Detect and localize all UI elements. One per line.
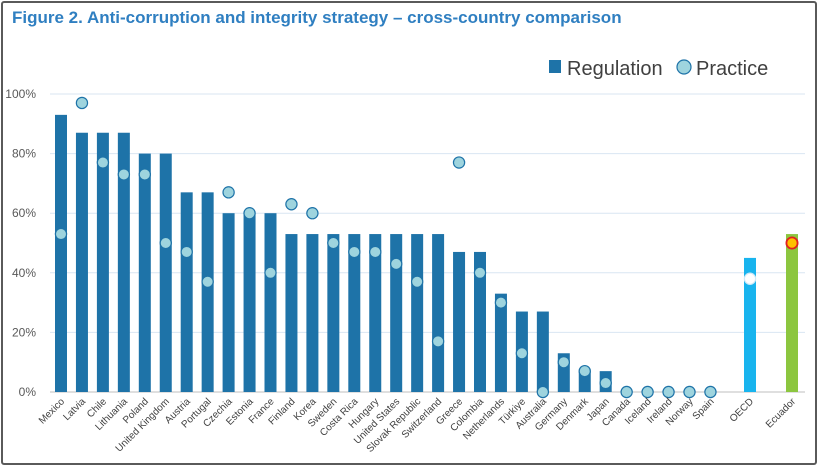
bar-regulation [494,293,507,392]
dot-practice [348,245,361,259]
bar-regulation [369,234,382,392]
dot-practice [96,156,110,169]
bar-regulation [432,234,445,392]
y-tick-label: 20% [12,325,36,339]
y-tick-label: 0% [19,385,37,399]
practice-dots [54,96,799,399]
x-tick-label: OECD [728,396,756,424]
dot-practice [222,186,235,199]
dot-practice [557,356,571,369]
legend-regulation-label: Regulation [567,58,663,80]
bar-regulation [453,251,466,392]
bar-regulation [75,132,88,393]
dot-practice [683,385,696,399]
x-tick-label: Spain [691,396,717,422]
y-axis: 0% 20% 40% 60% 80% 100% [5,87,36,399]
dot-practice [431,335,445,348]
dot-practice [473,266,487,279]
dot-practice [743,272,757,285]
x-tick-label: Ecuador [764,396,799,431]
dot-practice [264,266,277,279]
dot-practice [138,168,151,181]
dot-practice [369,245,382,259]
legend-practice-label: Practice [696,58,768,80]
gridlines [50,93,805,393]
dot-practice [536,385,550,399]
dot-practice [704,385,717,399]
x-tick-label: Mexico [37,396,67,426]
bar-regulation [474,251,486,392]
dot-practice [620,385,633,399]
dot-practice [410,275,424,288]
bar-regulation [243,213,256,392]
dot-practice [390,257,403,271]
y-tick-label: 60% [12,206,36,220]
bar-regulation [744,257,756,392]
bar-regulation [222,213,235,392]
dot-practice [641,385,654,399]
x-tick-label: Latvia [61,396,88,423]
dot-practice [180,245,193,259]
y-tick-label: 80% [12,147,36,161]
bar-regulation [285,234,298,392]
bar-regulation [55,114,67,393]
legend-regulation-swatch [549,60,561,73]
bar-regulation [180,192,193,392]
bar-regulation [201,192,214,392]
bar-regulation [411,234,424,392]
dot-practice [54,227,68,241]
dot-practice [285,198,298,211]
dot-practice [578,364,591,378]
dot-practice [159,236,172,250]
dot-practice [785,236,799,250]
y-tick-label: 100% [5,87,36,101]
dot-practice [494,296,508,309]
bar-regulation [348,234,361,392]
legend-practice-swatch [676,59,692,75]
bar-regulation [786,234,798,392]
bar-regulation [138,153,151,392]
dot-practice [243,206,256,220]
bar-regulation [264,213,277,392]
regulation-bars [55,114,798,393]
y-tick-label: 40% [12,266,36,280]
bar-regulation [306,234,319,392]
dot-practice [75,96,89,110]
bar-regulation [117,132,130,393]
dot-practice [117,168,131,181]
bar-regulation [390,234,403,392]
bar-regulation [327,234,340,392]
dot-practice [306,206,319,220]
dot-practice [327,236,340,250]
bar-regulation [159,153,172,392]
chart-title: Figure 2. Anti-corruption and integrity … [12,8,622,27]
bar-regulation [96,132,109,393]
bar-regulation [536,311,549,392]
dot-practice [515,347,529,360]
chart-legend: Regulation Practice [549,58,768,80]
dot-practice [452,156,466,169]
dot-practice [201,275,214,288]
dot-practice [662,385,675,399]
dot-practice [599,376,612,390]
